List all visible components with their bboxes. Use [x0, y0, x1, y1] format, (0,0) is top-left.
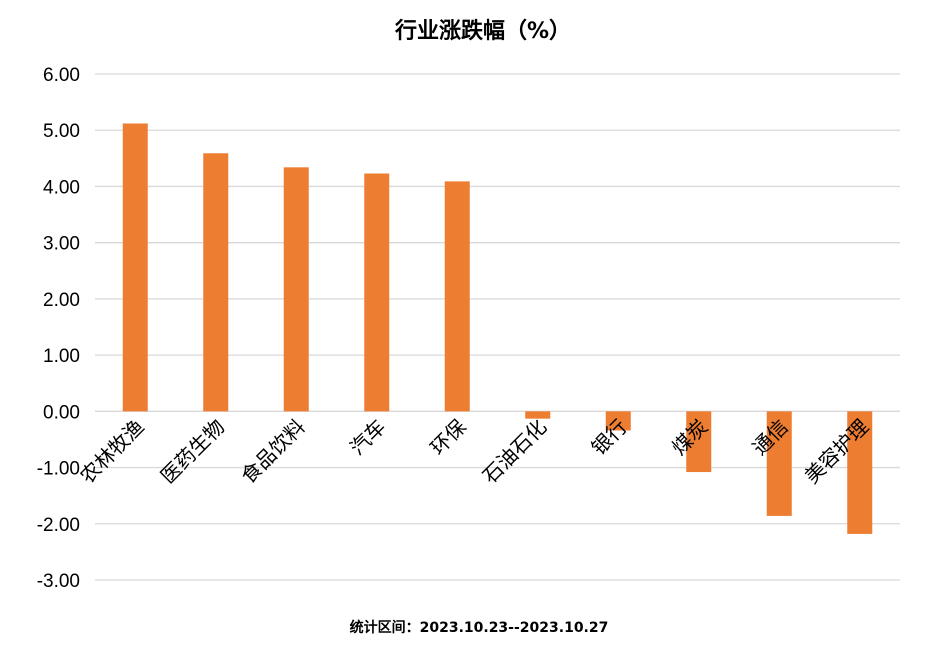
y-tick-label: 0.00 [43, 402, 80, 423]
footer-date-range: 统计区间：2023.10.23--2023.10.27 [350, 619, 609, 636]
y-tick-label: -1.00 [37, 459, 80, 480]
y-tick-label: 3.00 [43, 234, 80, 255]
y-tick-label: 2.00 [43, 290, 80, 311]
x-category-label: 环保 [426, 415, 471, 460]
bar [605, 411, 631, 431]
x-category-label: 石油石化 [478, 415, 552, 489]
y-tick-label: 1.00 [43, 346, 80, 367]
bar [766, 411, 792, 516]
x-category-label: 汽车 [345, 415, 390, 460]
x-axis-labels: 农林牧渔 医药生物 食品饮料 汽车 环保 石油石化 银行 煤炭 通信 美容护理 [75, 415, 873, 489]
bar [525, 411, 551, 419]
bar [686, 411, 712, 473]
chart-title: 行业涨跌幅（%） [394, 18, 571, 44]
gridlines [95, 73, 900, 581]
bar [122, 123, 148, 412]
y-axis-ticks: 6.00 5.00 4.00 3.00 2.00 1.00 0.00 -1.00 -2.00 -3… [37, 65, 80, 592]
x-category-label: 医药生物 [156, 415, 230, 489]
y-tick-label: -2.00 [37, 515, 80, 536]
bar [283, 167, 309, 412]
y-tick-label: 6.00 [43, 65, 80, 86]
bar [364, 173, 390, 412]
y-tick-label: -3.00 [37, 571, 80, 592]
bar [847, 411, 873, 534]
x-category-label: 食品饮料 [236, 415, 310, 489]
bar [203, 153, 229, 412]
y-tick-label: 4.00 [43, 177, 80, 198]
x-category-label: 农林牧渔 [75, 415, 149, 489]
bars [122, 123, 873, 534]
y-tick-label: 5.00 [43, 121, 80, 142]
bar [444, 181, 470, 412]
